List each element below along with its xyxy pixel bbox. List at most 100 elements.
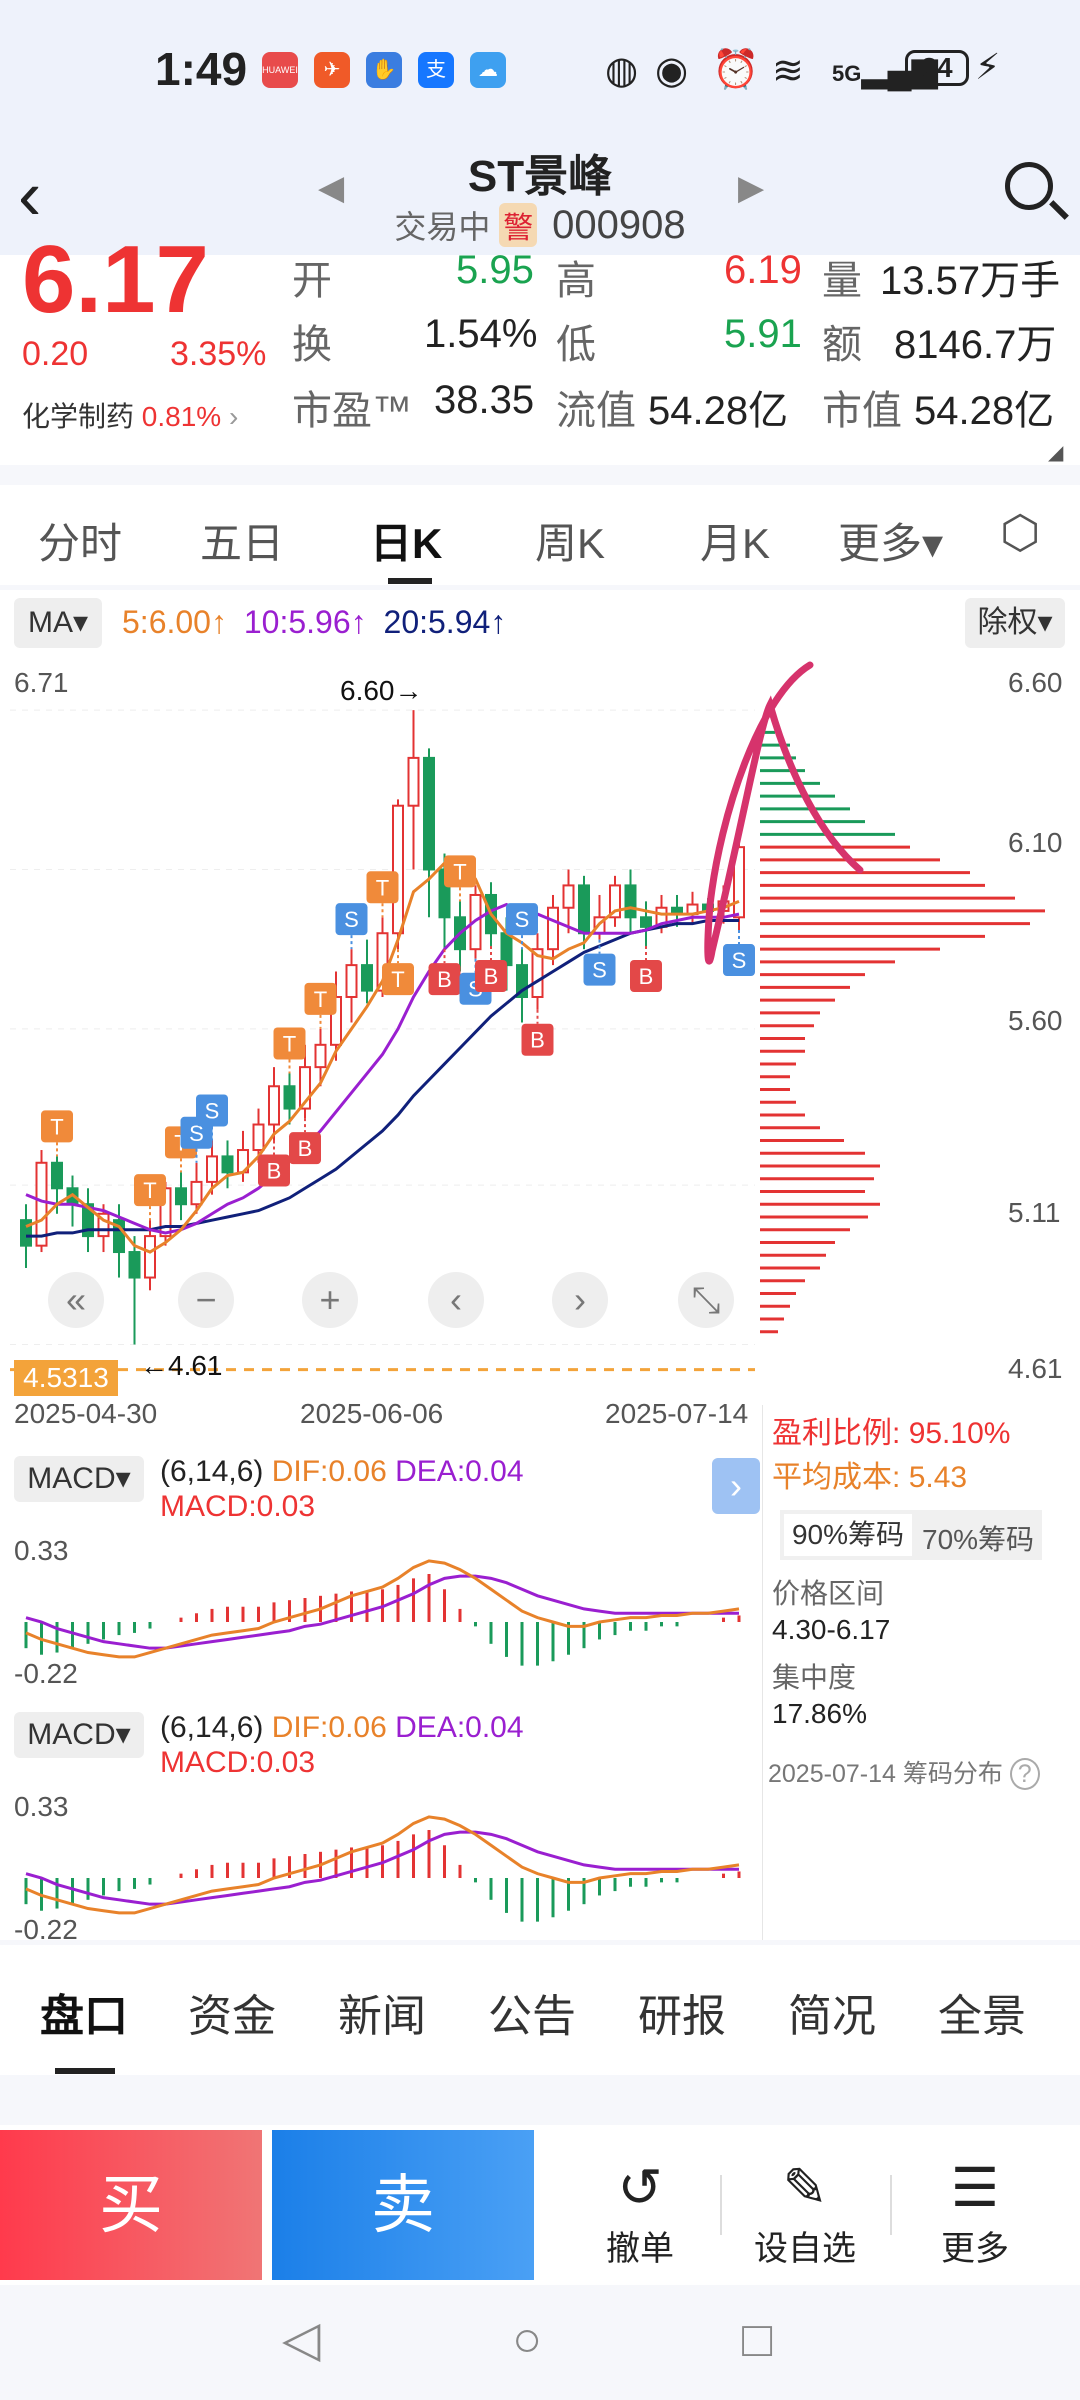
kline-chart[interactable]: TTTSSBTBTSTTBTSBSBSBS: [0, 655, 1080, 1415]
tab-month-k[interactable]: 月K: [700, 520, 771, 567]
candle-body: [206, 1155, 218, 1183]
chip-panel-divider: [762, 1405, 763, 1940]
candle-body: [82, 1203, 94, 1238]
trade-marker-label: B: [530, 1028, 545, 1053]
macd-legend-2: (6,14,6) DIF:0.06 DEA:0.04: [160, 1711, 524, 1745]
amount-value: 8146.7万: [894, 323, 1057, 367]
avg-cost-value: 5.43: [908, 1461, 968, 1494]
y-axis-tick-4: 4.61: [1008, 1353, 1063, 1384]
zoom-in-icon[interactable]: +: [302, 1272, 358, 1328]
add-watchlist-button[interactable]: ✎ 设自选: [730, 2155, 880, 2270]
trade-marker-label: T: [50, 1114, 63, 1139]
macd-chart[interactable]: [0, 1530, 760, 1680]
trade-marker-label: S: [732, 948, 747, 973]
ma-values: 5:6.00↑ 10:5.96↑ 20:5.94↑: [122, 604, 506, 641]
trade-marker-label: T: [143, 1178, 156, 1203]
trade-marker-label: B: [298, 1136, 313, 1161]
stock-code: 000908: [552, 203, 686, 247]
zoom-out-full-icon[interactable]: «: [48, 1272, 104, 1328]
nav-recents-icon[interactable]: □: [742, 2311, 773, 2367]
industry-link[interactable]: 化学制药 0.81% ›: [22, 395, 238, 435]
industry-pct: 0.81%: [141, 401, 222, 432]
last-price: 6.17: [22, 226, 209, 333]
candle-body: [314, 1043, 327, 1069]
nav-back-icon[interactable]: ◁: [282, 2311, 321, 2367]
trade-marker-label: B: [267, 1158, 282, 1183]
tab-funds[interactable]: 资金: [188, 1992, 276, 2041]
stock-header: [0, 150, 1080, 255]
fullscreen-icon[interactable]: ⤡: [678, 1272, 734, 1328]
candle-body: [175, 1187, 187, 1206]
trade-marker-label: S: [592, 958, 607, 983]
candle-body: [144, 1235, 156, 1279]
tab-more[interactable]: 更多▾: [838, 520, 944, 567]
macd-select-2[interactable]: MACD▾: [14, 1712, 144, 1758]
y-axis-tick-2: 5.60: [1008, 1005, 1063, 1036]
undo-icon: ↺: [617, 2158, 663, 2218]
tab-pankou[interactable]: 盘口: [40, 1992, 128, 2041]
y-axis-tick-0: 6.60: [1008, 667, 1063, 698]
tab-news[interactable]: 新闻: [338, 1992, 426, 2041]
settings-hexagon-icon[interactable]: ⬡: [1000, 506, 1041, 558]
candle-body: [609, 884, 621, 919]
macd-chart-2[interactable]: [0, 1786, 760, 1936]
buy-button[interactable]: 买: [0, 2130, 262, 2280]
cancel-order-button[interactable]: ↺ 撤单: [565, 2155, 715, 2270]
tab-five-day[interactable]: 五日: [200, 520, 285, 567]
more-button[interactable]: ☰ 更多: [900, 2155, 1050, 2270]
candle-body: [128, 1251, 141, 1279]
tab-panorama[interactable]: 全景: [938, 1992, 1026, 2041]
trade-marker-label: B: [437, 967, 452, 992]
ma-indicator-select[interactable]: MA▾: [14, 598, 102, 648]
help-icon[interactable]: ?: [1009, 1758, 1040, 1790]
high-value: 6.19: [724, 248, 802, 292]
nav-home-icon[interactable]: ○: [512, 2311, 543, 2367]
candle-body: [299, 1066, 311, 1110]
tab-research[interactable]: 研报: [638, 1992, 726, 2041]
trade-marker-label: B: [639, 964, 654, 989]
pan-left-icon[interactable]: ‹: [428, 1272, 484, 1328]
edit-icon: ✎: [782, 2158, 828, 2218]
dif-line: [25, 1559, 740, 1659]
volume-value: 13.57万手: [880, 259, 1061, 303]
trade-marker-label: S: [515, 907, 530, 932]
tab-week-k[interactable]: 周K: [535, 520, 606, 567]
trade-marker: [41, 1110, 73, 1143]
zoom-out-icon[interactable]: −: [178, 1272, 234, 1328]
pe-label: 市盈™: [292, 389, 412, 433]
tab-profile[interactable]: 简况: [788, 1992, 876, 2041]
trade-marker-label: T: [314, 987, 327, 1012]
macd-select[interactable]: MACD▾: [14, 1456, 144, 1502]
prev-stock-icon[interactable]: ◀: [318, 169, 345, 207]
price-range-value: 4.30-6.17: [772, 1614, 891, 1645]
chip-tab-70[interactable]: 70%筹码: [922, 1524, 1035, 1555]
back-icon[interactable]: ‹: [18, 156, 42, 234]
adjust-select[interactable]: 除权▾: [965, 598, 1065, 648]
search-icon[interactable]: [1005, 162, 1053, 210]
candle-body: [531, 948, 544, 998]
ma20-line: [26, 918, 739, 1238]
tab-announcements[interactable]: 公告: [488, 1992, 576, 2041]
trade-marker-label: T: [283, 1032, 296, 1057]
next-stock-icon[interactable]: ▶: [738, 169, 765, 207]
trade-marker-label: S: [205, 1098, 220, 1123]
add-watchlist-label: 设自选: [754, 2230, 856, 2268]
more-label: 更多: [941, 2230, 1009, 2268]
chip-tab-90[interactable]: 90%筹码: [784, 1514, 912, 1556]
trade-marker: [258, 1154, 290, 1187]
tab-day-k[interactable]: 日K: [370, 520, 443, 567]
sell-button[interactable]: 卖: [272, 2130, 534, 2280]
dif-line: [25, 1815, 740, 1915]
chevron-right-icon[interactable]: ›: [712, 1458, 760, 1514]
candle-body: [221, 1155, 234, 1174]
pan-right-icon[interactable]: ›: [552, 1272, 608, 1328]
macd-value: MACD:0.03: [160, 1490, 316, 1523]
expand-corner-icon[interactable]: ◢: [1048, 442, 1064, 464]
trade-marker: [583, 953, 616, 986]
turnover-label: 换: [292, 323, 332, 367]
y-axis-tick-3: 5.11: [1008, 1197, 1061, 1228]
float-cap-label: 流值: [556, 389, 636, 433]
tab-intraday[interactable]: 分时: [38, 520, 123, 567]
trade-marker-label: B: [484, 964, 499, 989]
status-bar: [0, 0, 1080, 150]
